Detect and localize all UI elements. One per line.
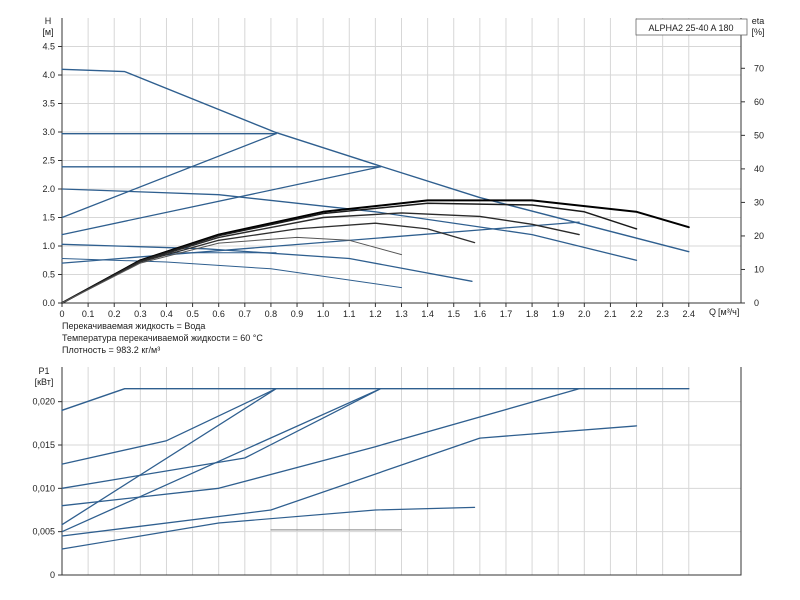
power-curve-2 [61, 388, 382, 489]
x-tick-label: 1.1 [343, 309, 356, 319]
x-tick-label: 0.4 [160, 309, 173, 319]
x-tick-label: 1.3 [395, 309, 408, 319]
power-curve-6 [61, 425, 638, 537]
x-tick-label: 0.8 [265, 309, 278, 319]
y-tick-label: 2.0 [42, 184, 55, 194]
p1-axis-label: P1 [38, 366, 49, 376]
head-curve-2 [61, 243, 473, 282]
title-box-frame [635, 18, 748, 36]
power-curve-4 [61, 388, 277, 526]
y2-tick-label: 70 [754, 63, 764, 73]
x-tick-label: 2.3 [656, 309, 669, 319]
head-curve-13 [61, 222, 476, 304]
y-tick-label: 0.0 [42, 298, 55, 308]
y-tick-label: 1.0 [42, 241, 55, 251]
x-tick-label: 1.0 [317, 309, 330, 319]
x-tick-label: 1.9 [552, 309, 565, 319]
x-tick-label: 1.8 [526, 309, 539, 319]
y2-tick-label: 0 [754, 298, 759, 308]
y-tick-label: 0.5 [42, 270, 55, 280]
x-tick-label: 1.7 [500, 309, 513, 319]
power-curve-7 [61, 506, 476, 550]
y-tick-label: 3.5 [42, 99, 55, 109]
p1-tick-label: 0 [50, 570, 55, 580]
note-temperature: Температура перекачиваемой жидкости = 60… [62, 333, 263, 343]
x-tick-label: 2.0 [578, 309, 591, 319]
x-tick-label: 1.4 [421, 309, 434, 319]
head-chart-series [61, 68, 690, 304]
y-tick-label: 2.5 [42, 156, 55, 166]
y-tick-label: 1.5 [42, 213, 55, 223]
power-chart-y-ticks: 0 0,005 0,010 0,015 0,020 [32, 397, 62, 580]
x-tick-label: 2.1 [604, 309, 617, 319]
power-curve-5 [61, 388, 382, 533]
x-axis-label: Q [709, 307, 716, 317]
x-tick-label: 0 [59, 309, 64, 319]
x-tick-label: 0.3 [134, 309, 147, 319]
p1-axis-unit: [кВт] [35, 377, 54, 387]
head-curve-8 [61, 221, 580, 264]
y-tick-label: 3.0 [42, 127, 55, 137]
x-tick-label: 0.7 [239, 309, 252, 319]
head-curve-12 [61, 212, 580, 304]
head-chart-y2-ticks: 0 10 20 30 40 50 60 70 [741, 63, 764, 308]
x-tick-label: 0.5 [186, 309, 199, 319]
x-axis-unit: [м³/ч] [718, 307, 739, 317]
power-chart-frame [61, 367, 742, 576]
y2-axis-unit: [%] [751, 27, 764, 37]
head-curve-3 [61, 258, 402, 289]
x-tick-label: 2.4 [683, 309, 696, 319]
y-tick-label: 4.0 [42, 70, 55, 80]
head-curve-1 [61, 188, 638, 261]
head-curve-14 [61, 236, 402, 304]
p1-tick-label: 0,005 [32, 527, 55, 537]
head-curve-11 [61, 202, 638, 304]
power-chart-series [61, 388, 690, 550]
y-tick-label: 4.5 [42, 42, 55, 52]
y2-tick-label: 30 [754, 197, 764, 207]
power-chart: 0 0,005 0,010 0,015 0,020 P1 [кВт] [32, 366, 742, 580]
y2-axis-label: eta [752, 16, 765, 26]
x-tick-label: 1.5 [447, 309, 460, 319]
head-chart-grid [61, 18, 741, 304]
y-axis-unit: [м] [42, 27, 53, 37]
head-curve-0 [61, 68, 690, 253]
y2-tick-label: 40 [754, 164, 764, 174]
y-axis-label: H [45, 16, 52, 26]
head-curve-6 [61, 133, 277, 219]
x-tick-label: 0.2 [108, 309, 121, 319]
y2-tick-label: 10 [754, 264, 764, 274]
head-chart-y-ticks: 0.0 0.5 1.0 1.5 2.0 2.5 3.0 3.5 4.0 4.5 [42, 42, 62, 308]
power-curve-0 [61, 388, 690, 411]
p1-tick-label: 0,020 [32, 397, 55, 407]
note-liquid: Перекачиваемая жидкость = Вода [62, 321, 205, 331]
y2-tick-label: 50 [754, 130, 764, 140]
power-curve-1 [61, 388, 277, 465]
x-tick-label: 1.2 [369, 309, 382, 319]
head-curve-7 [61, 166, 382, 236]
y2-tick-label: 60 [754, 97, 764, 107]
x-tick-label: 0.6 [212, 309, 225, 319]
p1-tick-label: 0,015 [32, 440, 55, 450]
x-tick-label: 1.6 [474, 309, 487, 319]
chart-title: ALPHA2 25-40 A 180 [648, 23, 733, 33]
head-chart-x-ticks: 0 0.1 0.2 0.3 0.4 0.5 0.6 0.7 0.8 0.9 1.0 1.1 1.2 1.3… [59, 303, 695, 319]
x-tick-label: 2.2 [630, 309, 643, 319]
x-tick-label: 0.9 [291, 309, 304, 319]
x-tick-label: 0.1 [82, 309, 95, 319]
p1-tick-label: 0,010 [32, 483, 55, 493]
note-density: Плотность = 983.2 кг/м³ [62, 345, 160, 355]
chart-title-box: ALPHA2 25-40 A 180 [635, 18, 748, 36]
y2-tick-label: 20 [754, 231, 764, 241]
head-chart: 0 0.1 0.2 0.3 0.4 0.5 0.6 0.7 0.8 0.9 1.0 1.1 1.2 1.3… [42, 16, 764, 355]
